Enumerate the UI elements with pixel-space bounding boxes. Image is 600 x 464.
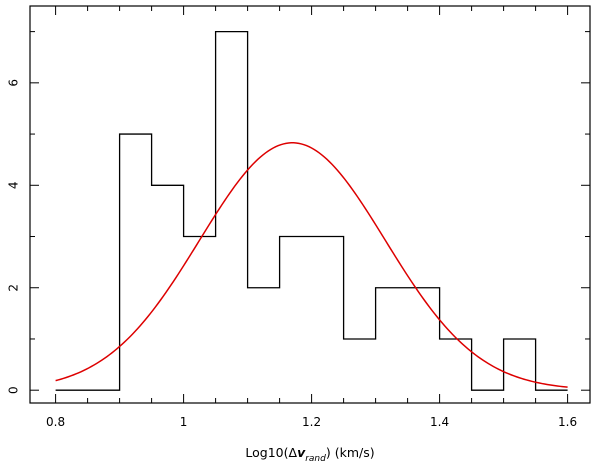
x-label-v: v bbox=[297, 445, 306, 460]
y-tick-label: 0 bbox=[7, 386, 21, 394]
x-label-prefix: Log10( bbox=[245, 445, 288, 460]
y-tick-label: 2 bbox=[7, 284, 21, 292]
x-tick-label: 1.2 bbox=[302, 415, 321, 429]
y-axis-ticks: 0 2 4 6 bbox=[7, 31, 590, 394]
x-tick-label: 1.6 bbox=[558, 415, 577, 429]
x-tick-label: 0.8 bbox=[46, 415, 65, 429]
x-tick-label: 1 bbox=[180, 415, 188, 429]
y-tick-label: 4 bbox=[7, 181, 21, 189]
x-label-suffix: ) (km/s) bbox=[326, 445, 375, 460]
histogram-steps bbox=[55, 30, 568, 391]
x-tick-label: 1.4 bbox=[430, 415, 449, 429]
x-label-delta: Δ bbox=[289, 445, 298, 460]
gaussian-fit-curve bbox=[55, 142, 568, 388]
series-layer bbox=[55, 30, 568, 391]
x-axis-label: Log10(Δvrand) (km/s) bbox=[245, 445, 374, 464]
y-tick-label: 6 bbox=[7, 79, 21, 87]
x-axis-ticks: 0.8 1 1.2 1.4 1.6 bbox=[46, 6, 577, 429]
x-label-subscript: rand bbox=[305, 454, 326, 464]
plot-frame bbox=[29, 5, 591, 404]
